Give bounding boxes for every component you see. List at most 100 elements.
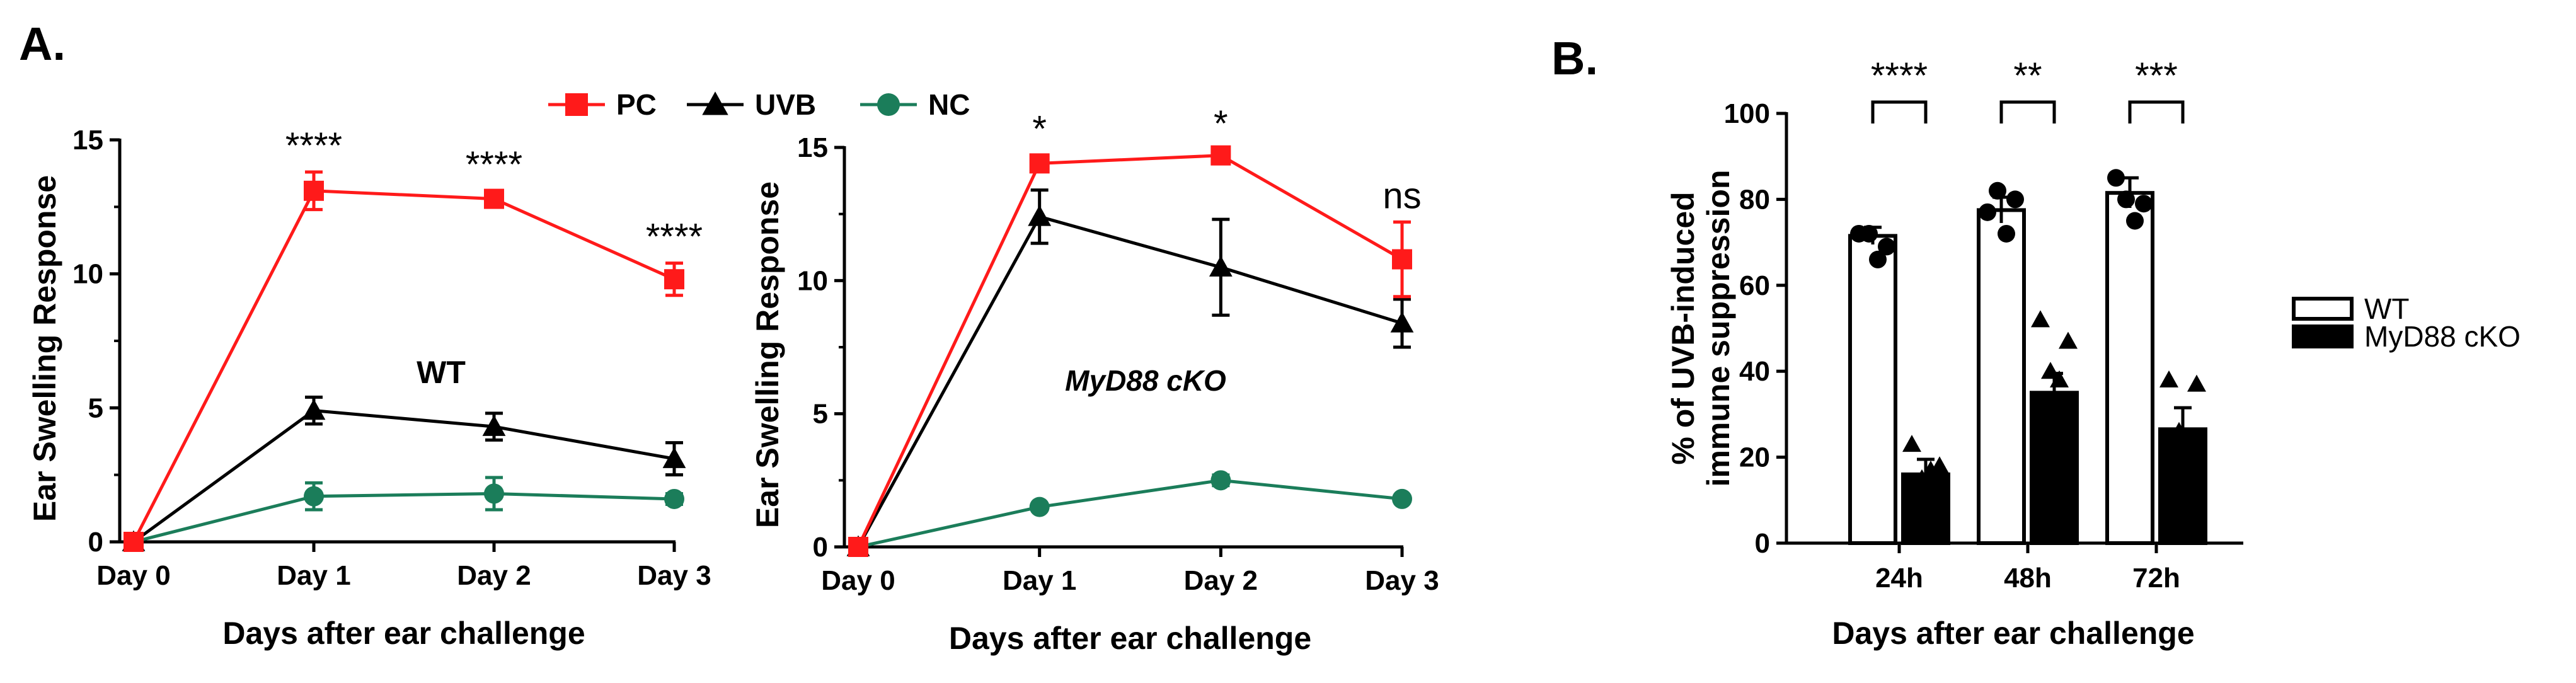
data-point-wt <box>1869 250 1887 268</box>
series-line-nc <box>858 478 1403 549</box>
data-point-pc <box>664 269 684 290</box>
series-line-pc <box>856 154 1403 548</box>
data-point-uvb <box>662 447 686 468</box>
y-axis-title-line: immune suppression <box>1701 170 1736 487</box>
bar-wt <box>1977 208 2026 545</box>
y-tick-label: 10 <box>72 259 103 290</box>
y-tick-label: 0 <box>1755 528 1770 559</box>
data-point-myd88 <box>2050 370 2069 387</box>
legend-a: PC UVB NC <box>548 88 970 121</box>
x-tick-label: Day 2 <box>1184 565 1258 596</box>
y-tick-label: 15 <box>797 132 828 163</box>
x-tick-label: Day 3 <box>637 560 711 591</box>
x-tick-label: Day 0 <box>96 560 170 591</box>
data-point-wt <box>1998 224 2015 243</box>
data-point-wt <box>2107 169 2125 187</box>
significance-bracket <box>2128 100 2185 123</box>
data-point-pc <box>304 180 324 201</box>
chart-annotation: MyD88 cKO <box>1065 364 1226 397</box>
data-point-myd88 <box>2041 362 2060 379</box>
significance-label: **** <box>1871 55 1928 96</box>
series-line-uvb <box>132 409 675 544</box>
x-tick-label: Day 2 <box>457 560 531 591</box>
data-point-uvb <box>1209 255 1233 277</box>
data-point-myd88 <box>2031 310 2050 328</box>
data-point-pc <box>1210 145 1231 166</box>
significance-bracket <box>1871 100 1928 123</box>
legend-swatch-myd88-cko <box>2292 324 2354 348</box>
data-point-myd88 <box>2178 435 2197 452</box>
data-point-myd88 <box>1921 461 1940 478</box>
y-axis-title-line: % of UVB-induced <box>1665 192 1701 464</box>
significance-label: ** <box>2013 55 2042 96</box>
significance-label: *** <box>2135 55 2178 96</box>
significance-label: * <box>1032 109 1047 150</box>
y-tick-label: 20 <box>1739 442 1770 473</box>
series-line-nc <box>133 491 675 544</box>
x-tick-label: 48h <box>2004 563 2052 594</box>
significance-label: **** <box>466 144 522 185</box>
data-point-wt <box>2126 212 2144 230</box>
data-point-myd88 <box>2159 370 2178 387</box>
legend-label-nc: NC <box>928 88 970 121</box>
x-tick-label: Day 0 <box>821 565 895 596</box>
data-point-pc <box>484 188 504 209</box>
x-tick-label: 72h <box>2132 563 2180 594</box>
significance-label: **** <box>646 217 703 258</box>
panel-b-label: B. <box>1551 32 1598 84</box>
bar-wt <box>2105 191 2154 546</box>
legend-label-myd88-cko: MyD88 cKO <box>2364 320 2521 353</box>
y-tick-label: 60 <box>1739 270 1770 301</box>
data-point-uvb <box>1028 205 1052 226</box>
chart-wt-ear-swelling: 0 5 10 15 Day 0 Day 1 Day 2 Day 3 Days after ear… <box>27 125 711 651</box>
chart-annotation: WT <box>417 355 466 390</box>
bar-myd88-cko <box>2030 391 2079 545</box>
x-tick-label: Day 1 <box>277 560 350 591</box>
data-point-pc <box>848 537 868 557</box>
x-tick-label: Day 1 <box>1003 565 1076 596</box>
data-point-nc <box>1029 496 1050 517</box>
legend-marker-uvb <box>702 91 728 115</box>
data-point-nc <box>664 488 684 509</box>
data-point-wt <box>2117 190 2135 209</box>
data-point-nc <box>484 483 504 504</box>
significance-label: * <box>1214 103 1228 144</box>
legend-swatch-wt <box>2292 297 2354 321</box>
data-point-wt <box>1989 181 2006 200</box>
data-point-myd88 <box>2187 374 2206 392</box>
legend-label-pc: PC <box>616 88 657 121</box>
x-axis-title: Days after ear challenge <box>1832 616 2194 651</box>
panel-a-label: A. <box>19 18 66 70</box>
data-point-wt <box>2006 190 2024 209</box>
data-point-nc <box>1392 488 1412 509</box>
data-point-wt <box>1860 224 1878 243</box>
series-line-pc <box>132 189 676 543</box>
y-tick-label: 100 <box>1724 98 1770 129</box>
data-point-nc <box>304 486 324 507</box>
data-point-myd88 <box>1902 435 1921 452</box>
y-tick-label: 80 <box>1739 184 1770 215</box>
x-axis-title: Days after ear challenge <box>222 616 585 651</box>
data-point-myd88 <box>1912 469 1931 486</box>
data-point-pc <box>1029 153 1050 174</box>
x-tick-label: 24h <box>1875 563 1923 594</box>
chart-immune-suppression: 0 20 40 60 80 100 24h 48h 72h Days after ear chal… <box>1665 55 2243 651</box>
chart-myd88-ear-swelling: 0 5 10 15 Day 0 Day 1 Day 2 Day 3 Days after ear… <box>750 103 1439 656</box>
y-axis-title: Ear Swelling Response <box>27 175 62 522</box>
y-tick-label: 5 <box>88 393 103 423</box>
series-line-uvb <box>856 214 1403 548</box>
y-axis-title: Ear Swelling Response <box>750 181 785 528</box>
data-point-wt <box>1878 238 1895 256</box>
x-axis-title: Days after ear challenge <box>949 621 1311 656</box>
significance-bracket <box>1999 100 2056 123</box>
legend-marker-pc <box>565 93 588 116</box>
y-tick-label: 0 <box>88 527 103 558</box>
data-point-uvb <box>482 415 506 436</box>
y-tick-label: 40 <box>1739 356 1770 387</box>
data-point-uvb <box>302 399 326 420</box>
legend-label-uvb: UVB <box>755 88 816 121</box>
data-point-nc <box>1210 470 1231 491</box>
y-axis-title: % of UVB-inducedimmune suppression <box>1665 170 1736 487</box>
